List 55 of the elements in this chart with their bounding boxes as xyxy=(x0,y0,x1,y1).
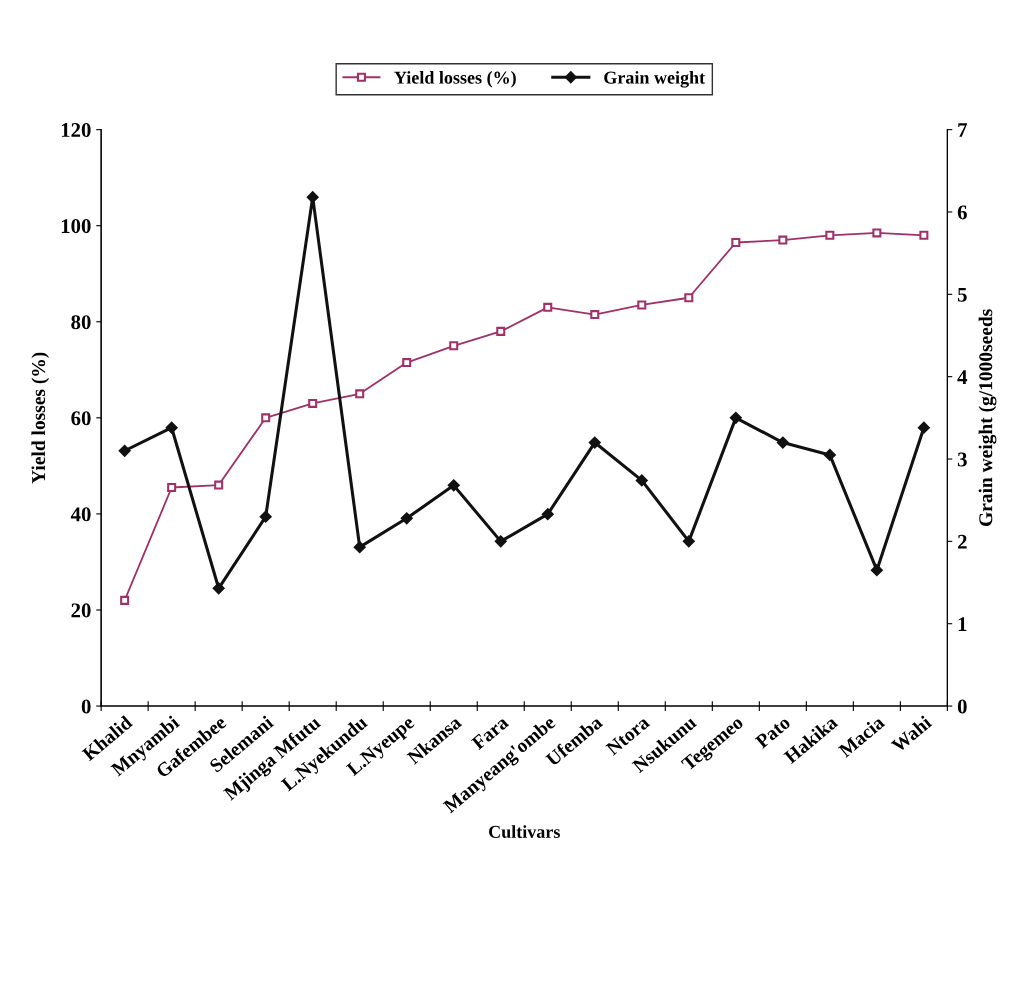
point xyxy=(214,480,224,490)
point xyxy=(731,238,741,248)
point xyxy=(447,479,460,492)
point xyxy=(588,436,601,449)
y2-tick-label: 2 xyxy=(957,534,967,549)
y-tick-label: 20 xyxy=(71,603,91,618)
y2-tick-label: 7 xyxy=(958,123,968,137)
y2-tick-label: 3 xyxy=(957,452,967,467)
y2-tick-label: 5 xyxy=(957,287,967,302)
legend-label: Grain weight xyxy=(604,71,706,88)
y-axis-title: Yield losses (%) xyxy=(31,352,50,484)
y-tick-label: 120 xyxy=(61,123,91,138)
point xyxy=(400,512,413,525)
point xyxy=(543,302,553,312)
point xyxy=(637,300,647,310)
y2-tick-label: 6 xyxy=(957,205,967,220)
point xyxy=(684,293,694,303)
point xyxy=(872,228,882,238)
point xyxy=(870,564,883,577)
point xyxy=(165,421,178,434)
point xyxy=(917,421,930,434)
legend-label: Yield losses (%) xyxy=(394,71,516,88)
point xyxy=(120,595,130,605)
point xyxy=(494,535,507,548)
point xyxy=(496,326,506,336)
y2-axis-title: Grain weight (g/1000seeds xyxy=(978,309,997,526)
point xyxy=(259,510,272,523)
point xyxy=(402,358,412,368)
point xyxy=(118,444,131,457)
y-tick-label: 100 xyxy=(61,219,91,234)
point xyxy=(919,230,929,240)
point xyxy=(212,582,225,595)
point xyxy=(167,482,177,493)
point xyxy=(261,413,271,423)
point xyxy=(355,389,365,399)
point xyxy=(682,535,695,548)
point xyxy=(308,398,318,408)
point xyxy=(635,474,648,487)
point xyxy=(823,448,836,461)
point xyxy=(449,341,459,351)
point xyxy=(778,235,788,245)
y-tick-label: 40 xyxy=(70,507,91,522)
point xyxy=(776,436,789,449)
y-tick-label: 80 xyxy=(71,315,91,330)
y2-tick-label: 0 xyxy=(957,699,967,714)
point xyxy=(541,508,554,521)
y2-tick-label: 1 xyxy=(958,617,967,631)
y2-tick-label: 4 xyxy=(957,370,968,384)
point xyxy=(729,411,742,424)
point xyxy=(353,541,366,554)
y-tick-label: 60 xyxy=(71,411,91,426)
y-tick-label: 0 xyxy=(81,699,91,714)
point xyxy=(590,310,600,320)
x-axis-title: Cultivars xyxy=(489,825,560,838)
point xyxy=(825,230,835,240)
